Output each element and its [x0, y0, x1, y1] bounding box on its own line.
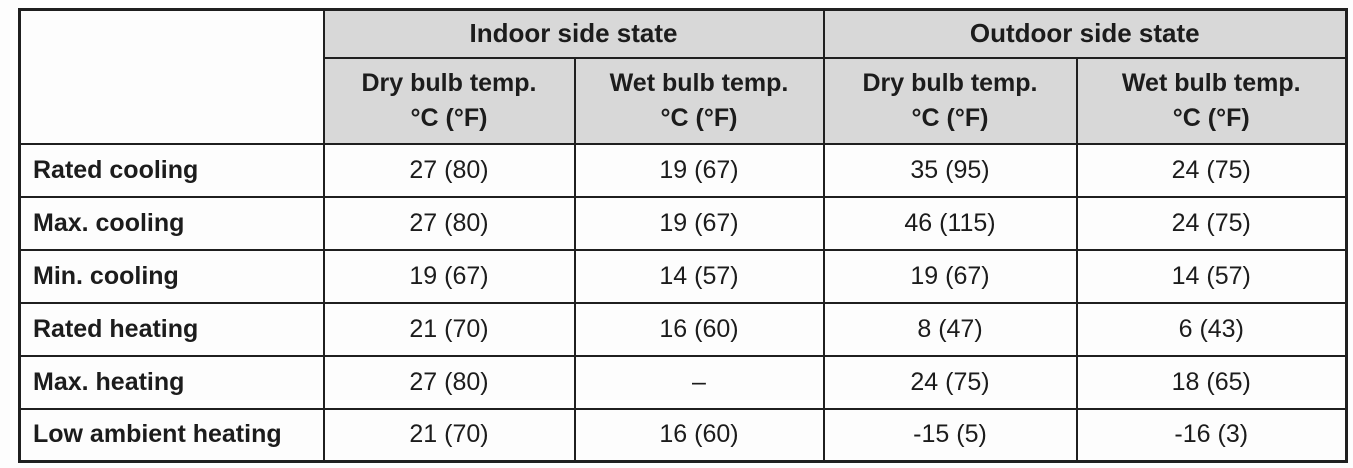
- column-group-outdoor: Outdoor side state: [822, 8, 1348, 59]
- data-cell: 6 (43): [1075, 301, 1348, 357]
- row-label: Low ambient heating: [18, 407, 325, 463]
- data-cell: 27 (80): [322, 195, 576, 251]
- data-cell: 24 (75): [822, 354, 1078, 410]
- corner-cell: [18, 8, 325, 145]
- table-row-rated-cooling: Rated cooling 27 (80) 19 (67) 35 (95) 24…: [18, 142, 1348, 198]
- data-cell: 19 (67): [322, 248, 576, 304]
- data-cell: 27 (80): [322, 354, 576, 410]
- operating-range-table: Indoor side state Outdoor side state Dry…: [18, 8, 1348, 463]
- row-label: Rated heating: [18, 301, 325, 357]
- column-header-outdoor-dry-bulb: Dry bulb temp. °C (°F): [822, 56, 1078, 145]
- data-cell: 27 (80): [322, 142, 576, 198]
- data-cell: 18 (65): [1075, 354, 1348, 410]
- column-header-line1: Wet bulb temp.: [1121, 68, 1301, 97]
- header-group-row: Indoor side state Outdoor side state: [18, 8, 1348, 145]
- column-header-line1: Dry bulb temp.: [862, 68, 1038, 97]
- data-cell: 19 (67): [573, 195, 825, 251]
- data-cell: 16 (60): [573, 407, 825, 463]
- data-cell: 24 (75): [1075, 195, 1348, 251]
- table-row-rated-heating: Rated heating 21 (70) 16 (60) 8 (47) 6 (…: [18, 301, 1348, 357]
- data-cell: 16 (60): [573, 301, 825, 357]
- data-cell: 46 (115): [822, 195, 1078, 251]
- data-cell: 21 (70): [322, 407, 576, 463]
- data-cell: 35 (95): [822, 142, 1078, 198]
- data-cell: 14 (57): [573, 248, 825, 304]
- column-header-line1: Wet bulb temp.: [609, 68, 789, 97]
- column-group-indoor: Indoor side state: [322, 8, 825, 59]
- table-row-low-ambient-heating: Low ambient heating 21 (70) 16 (60) -15 …: [18, 407, 1348, 463]
- data-cell: 24 (75): [1075, 142, 1348, 198]
- data-cell: 14 (57): [1075, 248, 1348, 304]
- column-header-line1: Dry bulb temp.: [361, 68, 537, 97]
- table-row-max-heating: Max. heating 27 (80) – 24 (75) 18 (65): [18, 354, 1348, 410]
- table-row-min-cooling: Min. cooling 19 (67) 14 (57) 19 (67) 14 …: [18, 248, 1348, 304]
- row-label: Max. heating: [18, 354, 325, 410]
- data-cell: 19 (67): [822, 248, 1078, 304]
- row-label: Min. cooling: [18, 248, 325, 304]
- data-cell: 8 (47): [822, 301, 1078, 357]
- column-header-line2: °C (°F): [410, 103, 488, 132]
- table-row-max-cooling: Max. cooling 27 (80) 19 (67) 46 (115) 24…: [18, 195, 1348, 251]
- data-cell: 21 (70): [322, 301, 576, 357]
- column-header-line2: °C (°F): [911, 103, 989, 132]
- column-header-indoor-dry-bulb: Dry bulb temp. °C (°F): [322, 56, 576, 145]
- row-label: Max. cooling: [18, 195, 325, 251]
- column-header-line2: °C (°F): [1172, 103, 1250, 132]
- data-cell: –: [573, 354, 825, 410]
- column-header-line2: °C (°F): [660, 103, 738, 132]
- row-label: Rated cooling: [18, 142, 325, 198]
- data-cell: -16 (3): [1075, 407, 1348, 463]
- data-cell: 19 (67): [573, 142, 825, 198]
- header-columns-row: Dry bulb temp. °C (°F) Wet bulb temp. °C…: [20, 56, 1348, 145]
- data-cell: -15 (5): [822, 407, 1078, 463]
- column-header-indoor-wet-bulb: Wet bulb temp. °C (°F): [573, 56, 825, 145]
- column-header-outdoor-wet-bulb: Wet bulb temp. °C (°F): [1075, 56, 1348, 145]
